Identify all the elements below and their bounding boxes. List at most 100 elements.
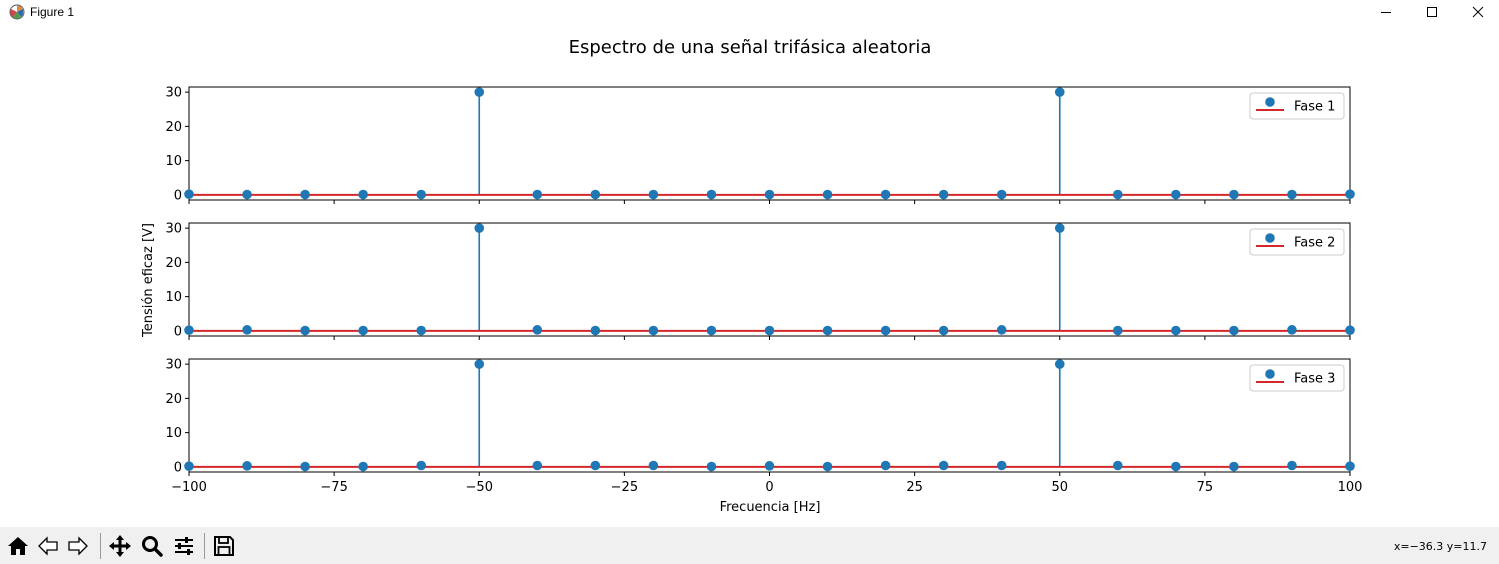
configure-subplots-icon [175, 537, 193, 555]
axes-frame [188, 222, 1351, 337]
save-button[interactable] [210, 532, 238, 560]
toolbar-separator [100, 533, 101, 559]
x-tick-label: −100 [171, 480, 207, 495]
y-tick-label: 10 [165, 426, 182, 441]
legend: Fase 3 [1249, 364, 1345, 392]
y-tick-label: 0 [174, 188, 182, 203]
stem-marker [1345, 325, 1355, 335]
forward-button[interactable] [64, 532, 92, 560]
legend-label: Fase 2 [1294, 236, 1335, 251]
stem-marker [1171, 325, 1181, 336]
configure-subplots-button[interactable] [170, 532, 198, 560]
legend-label: Fase 3 [1294, 372, 1335, 387]
subplot-2: 0 10 20 30 Fase 2 [165, 222, 1355, 340]
stem-marker [938, 325, 949, 336]
stem-marker [880, 189, 891, 200]
stem-marker [184, 461, 194, 471]
stem-marker [822, 461, 833, 472]
stem-marker [764, 325, 775, 336]
stem-marker [1229, 189, 1239, 200]
stem-marker [1054, 87, 1065, 97]
home-button[interactable] [4, 532, 32, 560]
x-tick-label: 25 [906, 480, 923, 495]
stem-marker [1113, 325, 1123, 336]
stem-marker [1171, 189, 1181, 200]
back-button[interactable] [34, 532, 62, 560]
stem-marker [590, 325, 601, 336]
stem-marker [938, 189, 949, 200]
stem-marker [764, 189, 775, 200]
cursor-coordinates-readout: x=−36.3 y=11.7 [1393, 540, 1487, 553]
x-tick-label: −75 [320, 480, 347, 495]
legend-marker-swatch [1265, 369, 1275, 379]
stem-marker [532, 189, 543, 200]
y-tick-label: 30 [165, 222, 182, 237]
legend: Fase 2 [1249, 228, 1345, 256]
axes-frame [188, 358, 1351, 473]
legend: Fase 1 [1249, 92, 1345, 120]
stem-marker [474, 359, 485, 369]
legend-marker-swatch [1265, 233, 1275, 243]
close-button[interactable] [1455, 0, 1499, 24]
stem-marker [880, 325, 891, 336]
stem-marker [1345, 189, 1355, 199]
stem-marker [300, 325, 310, 336]
minimize-button[interactable] [1363, 0, 1409, 24]
x-axis-label: Frecuencia [Hz] [720, 500, 821, 515]
y-tick-label: 20 [165, 256, 182, 271]
stem-marker [880, 460, 891, 471]
maximize-icon [1427, 7, 1437, 17]
maximize-button[interactable] [1409, 0, 1455, 24]
stem-marker [706, 325, 717, 336]
pan-button[interactable] [106, 532, 134, 560]
stem-marker [358, 189, 368, 200]
x-tick-label: 75 [1197, 480, 1214, 495]
stem-marker [1345, 461, 1355, 471]
stem-marker [1054, 223, 1065, 233]
subplots-group: 0 10 20 30 Fase 1 0 10 20 30 Fase 2 0 10 20 30 −100 −75… [165, 86, 1362, 495]
stem-marker [822, 189, 833, 200]
figure-canvas[interactable]: Espectro de una señal trifásica aleatori… [0, 24, 1499, 527]
stem-marker [474, 87, 485, 97]
stem-marker [648, 460, 659, 471]
stem-marker [532, 460, 543, 471]
navigation-toolbar: x=−36.3 y=11.7 [0, 527, 1499, 564]
y-tick-label: 30 [165, 358, 182, 373]
stem-marker [532, 325, 543, 335]
x-tick-label: 100 [1338, 480, 1363, 495]
stem-marker [996, 460, 1007, 471]
forward-arrow-icon [68, 536, 88, 556]
y-tick-label: 20 [165, 120, 182, 135]
stem-marker [300, 189, 310, 200]
stem-marker [358, 325, 368, 336]
stem-marker [358, 461, 368, 472]
stem-marker [184, 189, 194, 199]
toolbar-separator [204, 533, 205, 559]
stem-marker [242, 325, 252, 335]
axes-frame [188, 86, 1351, 201]
stem-marker [1113, 189, 1123, 200]
stem-marker [590, 460, 601, 471]
y-tick-label: 0 [174, 460, 182, 475]
stem-marker [706, 189, 717, 200]
stem-marker [474, 223, 485, 233]
zoom-button[interactable] [138, 532, 166, 560]
home-icon [8, 537, 28, 555]
y-tick-label: 10 [165, 290, 182, 305]
window-title: Figure 1 [30, 5, 75, 19]
stem-marker [764, 461, 775, 471]
stem-marker [416, 189, 427, 200]
pan-move-icon [109, 535, 131, 557]
stem-marker [648, 189, 659, 200]
stem-marker [822, 325, 833, 336]
window-titlebar: Figure 1 [0, 0, 1499, 24]
stem-marker [648, 325, 659, 336]
y-tick-label: 0 [174, 324, 182, 339]
legend-label: Fase 1 [1294, 100, 1335, 115]
stem-marker [1113, 460, 1123, 471]
stem-marker [242, 189, 252, 200]
stem-marker [996, 325, 1007, 335]
x-tick-label: −50 [466, 480, 493, 495]
y-tick-label: 10 [165, 154, 182, 169]
stem-marker [1287, 460, 1297, 471]
